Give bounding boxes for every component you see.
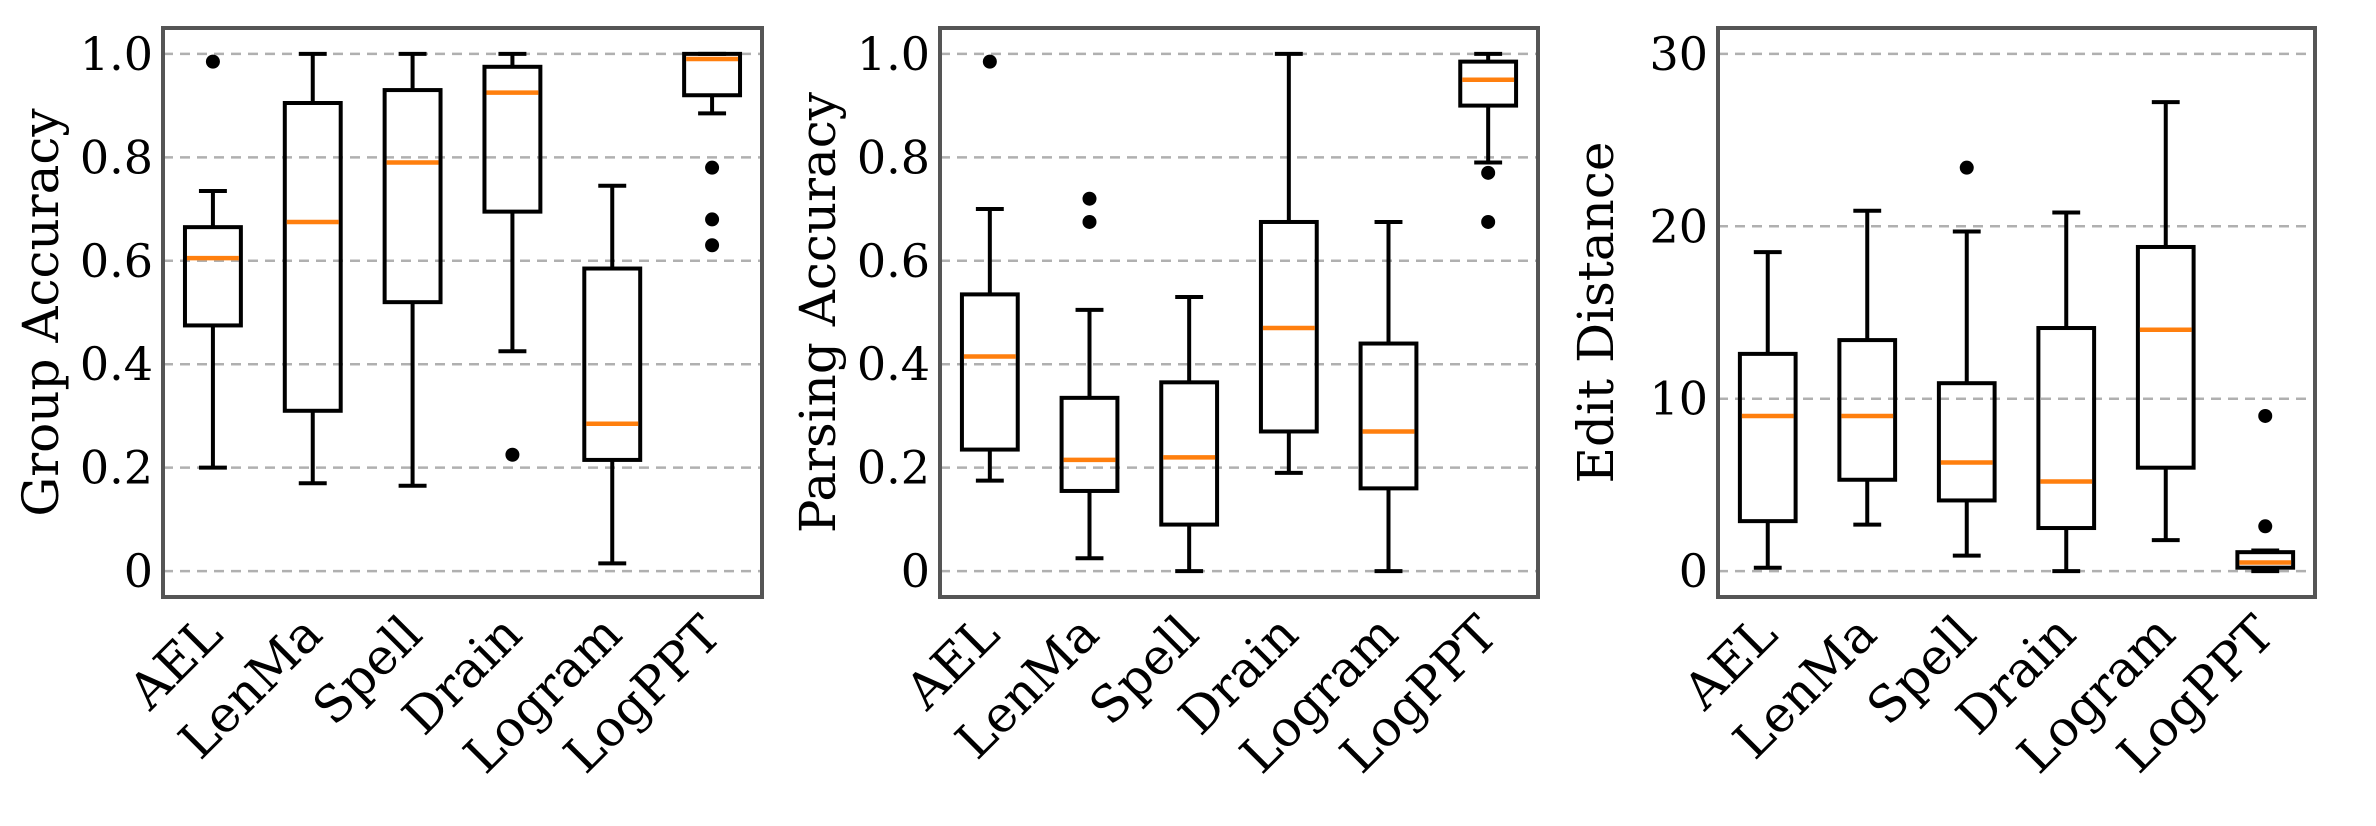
group-accuracy-ytick-label: 0.6 — [80, 234, 153, 288]
edit-distance-logram-box — [2135, 244, 2196, 470]
parsing-accuracy-ytick-label: 0 — [901, 544, 930, 598]
edit-distance-ytick-label: 20 — [1649, 199, 1708, 253]
group-accuracy-drain-box — [482, 64, 543, 214]
parsing-accuracy-y-axis-label: Parsing Accuracy — [789, 91, 847, 533]
group-accuracy-logppt-outlier — [705, 212, 720, 227]
edit-distance-ael-box — [1737, 351, 1798, 524]
edit-distance-y-axis-label: Edit Distance — [1567, 142, 1625, 484]
group-accuracy-ytick-label: 0.2 — [80, 441, 153, 495]
edit-distance-lenma-box — [1837, 338, 1898, 482]
edit-distance-spell-outlier — [1959, 160, 1974, 175]
group-accuracy-logram-box — [582, 266, 643, 462]
group-accuracy-ytick-label: 0.8 — [80, 130, 153, 184]
parsing-accuracy-logppt-box — [1458, 59, 1519, 108]
group-accuracy-ytick-label: 0 — [124, 544, 153, 598]
parsing-accuracy-ytick-label: 0.8 — [857, 130, 930, 184]
edit-distance-spell-box — [1936, 381, 1997, 503]
edit-distance-logppt-outlier — [2258, 408, 2273, 423]
parsing-accuracy-ytick-label: 0.2 — [857, 441, 930, 495]
parsing-accuracy-lenma-outlier — [1082, 214, 1097, 229]
edit-distance-logppt-outlier — [2258, 519, 2273, 534]
edit-distance-ytick-label: 10 — [1649, 372, 1708, 426]
parsing-accuracy-ytick-label: 1.0 — [857, 27, 930, 81]
group-accuracy-logppt-box — [682, 51, 743, 98]
parsing-accuracy-drain-box — [1258, 219, 1319, 434]
group-accuracy-logppt-outlier — [705, 238, 720, 253]
parsing-accuracy-panel: 00.20.40.60.81.0AELLenMaSpellDrainLogram… — [789, 26, 1540, 784]
group-accuracy-ytick-label: 0.4 — [80, 337, 153, 391]
group-accuracy-y-axis-label: Group Accuracy — [12, 108, 70, 517]
parsing-accuracy-ael-box — [959, 292, 1020, 452]
group-accuracy-drain-outlier — [505, 447, 520, 462]
edit-distance-panel: 0102030AELLenMaSpellDrainLogramLogPPTEdi… — [1567, 26, 2317, 784]
group-accuracy-ytick-label: 1.0 — [80, 27, 153, 81]
group-accuracy-lenma-box — [282, 101, 343, 413]
edit-distance-ytick-label: 0 — [1679, 544, 1708, 598]
group-accuracy-axes-frame — [161, 26, 764, 599]
edit-distance-drain-box — [2036, 326, 2097, 531]
parsing-accuracy-lenma-outlier — [1082, 191, 1097, 206]
parsing-accuracy-lenma-box — [1059, 395, 1120, 493]
parsing-accuracy-ytick-label: 0.4 — [857, 337, 930, 391]
edit-distance-logppt-box — [2235, 550, 2296, 570]
group-accuracy-ael-box — [182, 225, 243, 328]
parsing-accuracy-spell-box — [1159, 380, 1220, 527]
parsing-accuracy-logppt-outlier — [1481, 165, 1496, 180]
group-accuracy-spell-box — [382, 88, 443, 305]
parsing-accuracy-ytick-label: 0.6 — [857, 234, 930, 288]
group-accuracy-panel: 00.20.40.60.81.0AELLenMaSpellDrainLogram… — [12, 26, 764, 784]
group-accuracy-logppt-outlier — [705, 160, 720, 175]
edit-distance-ytick-label: 30 — [1649, 27, 1708, 81]
edit-distance-axes-frame — [1716, 26, 2317, 599]
parsing-accuracy-axes-frame — [938, 26, 1540, 599]
parsing-accuracy-logram-box — [1358, 341, 1419, 491]
parsing-accuracy-logppt-outlier — [1481, 214, 1496, 229]
parsing-accuracy-ael-outlier — [982, 54, 997, 69]
group-accuracy-ael-outlier — [205, 54, 220, 69]
